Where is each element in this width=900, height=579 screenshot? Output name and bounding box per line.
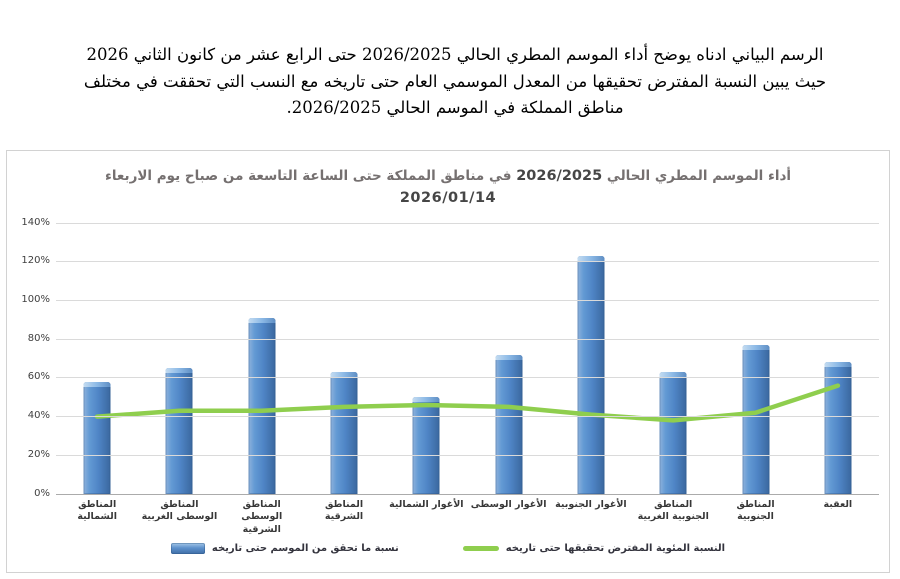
bar-2 — [165, 368, 193, 494]
y-axis-tick-100: 100% — [21, 293, 50, 305]
x-axis-label-1: المناطق الشمالية — [77, 499, 117, 523]
x-axis-labels: المناطق الشمالية المناطق الوسطى الغربية ال… — [56, 499, 879, 536]
intro-line-1: الرسم البياني ادناه يوضح أداء الموسم الم… — [86, 45, 824, 64]
bar-series-swatch-icon — [170, 543, 205, 554]
y-axis-tick-120: 120% — [21, 255, 50, 267]
line-series-swatch-icon — [462, 546, 499, 551]
chart-title: أداء الموسم المطري الحالي 2026/2025 في م… — [7, 165, 889, 210]
bar-4 — [330, 372, 358, 494]
y-axis-tick-140: 140% — [21, 216, 50, 228]
bar-5 — [412, 397, 440, 494]
chart-title-season: 2026/2025 — [516, 168, 603, 184]
bar-series — [56, 223, 879, 494]
gridline-120 — [56, 261, 879, 263]
bar-slot — [56, 223, 138, 494]
x-axis-label-4: المناطق الشرقية — [324, 499, 364, 523]
plot-area: 0% 20% 40% 60% 80% 100% 120% 140% — [21, 217, 879, 499]
chart-title-date: 2026/01/14 — [399, 190, 497, 207]
x-axis-label-8: المناطق الجنوبية الغربية — [637, 499, 709, 523]
bar-slot — [632, 223, 714, 494]
bar-slot — [550, 223, 632, 494]
intro-paragraph: الرسم البياني ادناه يوضح أداء الموسم الم… — [80, 42, 830, 122]
intro-line-3: مناطق المملكة في الموسم الحالي 2026/2025… — [286, 98, 624, 118]
bar-slot — [714, 223, 796, 494]
gridline-140 — [56, 222, 879, 224]
x-axis-label-9: المناطق الجنوبية — [736, 499, 775, 523]
bar-slot — [221, 223, 303, 494]
gridline-80 — [56, 338, 879, 340]
rainfall-season-chart: أداء الموسم المطري الحالي 2026/2025 في م… — [6, 150, 890, 573]
gridline-20 — [56, 454, 879, 456]
x-axis-label-3: المناطق الوسطى الشرقية — [241, 499, 283, 535]
gridline-60 — [56, 377, 879, 379]
gridline-40 — [56, 416, 879, 418]
legend: نسبة ما تحقق من الموسم حتى تاريخه النسبة… — [7, 543, 889, 554]
x-axis-label-2: المناطق الوسطى الغربية — [141, 499, 218, 523]
y-axis-tick-60: 60% — [27, 371, 50, 383]
chart-title-text-2: في مناطق المملكة حتى الساعة التاسعة من ص… — [104, 168, 512, 184]
x-axis-label-5: الأغوار الشمالية — [389, 499, 464, 510]
legend-label-line-series: النسبة المئوية المفترض تحقيقها حتى تاريخ… — [505, 543, 726, 554]
bar-slot — [385, 223, 467, 494]
y-axis-tick-40: 40% — [27, 410, 50, 422]
gridline-0 — [56, 493, 879, 495]
y-axis-tick-0: 0% — [34, 487, 50, 499]
gridline-100 — [56, 299, 879, 301]
bar-8 — [659, 372, 687, 494]
bar-1 — [83, 381, 111, 494]
x-axis-label-7: الأغوار الجنوبية — [555, 499, 627, 510]
bar-3 — [248, 317, 276, 494]
legend-label-bar-series: نسبة ما تحقق من الموسم حتى تاريخه — [211, 543, 399, 554]
bar-7 — [577, 255, 605, 494]
chart-title-text: أداء الموسم المطري الحالي — [606, 168, 792, 184]
y-axis-tick-80: 80% — [27, 332, 50, 344]
y-axis-tick-20: 20% — [27, 448, 50, 460]
x-axis-label-10: العقبة — [823, 499, 853, 510]
bar-slot — [138, 223, 220, 494]
legend-item-bar-series: نسبة ما تحقق من الموسم حتى تاريخه — [170, 543, 399, 554]
bar-9 — [742, 344, 770, 494]
line-series — [56, 223, 879, 494]
x-axis-label-6: الأغوار الوسطى — [470, 499, 547, 510]
intro-line-2: حيث يبين النسبة المفترض تحقيقها من المعد… — [83, 71, 827, 91]
bar-slot — [303, 223, 385, 494]
legend-item-line-series: النسبة المئوية المفترض تحقيقها حتى تاريخ… — [462, 543, 726, 554]
